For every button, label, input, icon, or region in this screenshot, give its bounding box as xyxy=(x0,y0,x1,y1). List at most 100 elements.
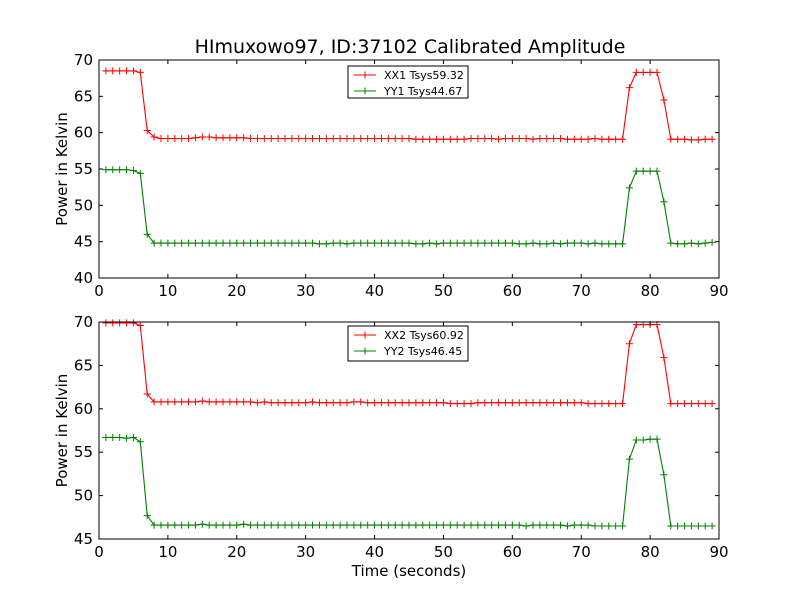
data-point-0-0 xyxy=(164,134,172,142)
data-point-0-1 xyxy=(605,240,613,248)
data-point-0-1 xyxy=(681,240,689,248)
y-tick-label: 60 xyxy=(74,124,93,142)
data-point-0-0 xyxy=(198,133,206,141)
data-point-0-0 xyxy=(240,134,248,142)
data-point-1-1 xyxy=(164,521,172,529)
data-point-1-0 xyxy=(433,399,441,407)
data-point-1-0 xyxy=(543,399,551,407)
data-point-0-0 xyxy=(694,136,702,144)
data-point-1-0 xyxy=(371,399,379,407)
data-point-0-0 xyxy=(205,133,213,141)
data-point-0-1 xyxy=(329,239,337,247)
legend-entry: XX1 Tsys59.32 xyxy=(384,69,464,82)
data-point-0-0 xyxy=(515,134,523,142)
x-tick-label: 80 xyxy=(641,282,660,300)
y-tick-label: 40 xyxy=(74,269,93,287)
data-point-1-0 xyxy=(674,400,682,408)
data-point-1-1 xyxy=(453,521,461,529)
data-point-1-1 xyxy=(412,521,420,529)
data-point-0-1 xyxy=(625,184,633,192)
x-tick-label: 40 xyxy=(365,543,384,561)
data-point-0-1 xyxy=(171,239,179,247)
data-point-1-1 xyxy=(309,521,317,529)
data-point-1-0 xyxy=(123,319,131,327)
data-point-1-0 xyxy=(178,398,186,406)
data-point-0-1 xyxy=(377,239,385,247)
data-point-0-0 xyxy=(116,67,124,75)
legend-entry: YY2 Tsys46.45 xyxy=(383,345,462,358)
data-point-0-1 xyxy=(674,240,682,248)
data-point-0-0 xyxy=(563,135,571,143)
data-point-0-1 xyxy=(123,166,131,174)
x-tick-label: 20 xyxy=(227,543,246,561)
data-point-1-1 xyxy=(350,521,358,529)
data-point-1-1 xyxy=(247,521,255,529)
y-tick-label: 50 xyxy=(74,196,93,214)
legend-marker xyxy=(361,71,369,79)
x-tick-label: 60 xyxy=(503,282,522,300)
data-point-1-1 xyxy=(439,521,447,529)
data-point-1-1 xyxy=(467,521,475,529)
data-point-0-0 xyxy=(619,135,627,143)
data-point-1-1 xyxy=(191,521,199,529)
data-point-1-0 xyxy=(343,399,351,407)
data-point-1-1 xyxy=(274,521,282,529)
data-point-0-0 xyxy=(157,134,165,142)
data-point-1-1 xyxy=(488,521,496,529)
data-point-1-0 xyxy=(495,399,503,407)
data-point-0-1 xyxy=(508,239,516,247)
data-point-0-1 xyxy=(419,240,427,248)
data-point-0-1 xyxy=(302,239,310,247)
data-point-1-1 xyxy=(157,521,165,529)
data-point-1-1 xyxy=(584,521,592,529)
data-point-0-1 xyxy=(322,240,330,248)
data-point-1-1 xyxy=(557,521,565,529)
data-point-1-0 xyxy=(364,399,372,407)
data-point-1-1 xyxy=(625,455,633,463)
data-point-1-1 xyxy=(701,522,709,530)
data-point-0-0 xyxy=(191,134,199,142)
data-point-1-1 xyxy=(522,522,530,530)
data-point-1-0 xyxy=(405,399,413,407)
data-point-1-0 xyxy=(391,399,399,407)
x-tick-label: 70 xyxy=(572,282,591,300)
data-point-0-1 xyxy=(577,239,585,247)
data-point-1-0 xyxy=(116,319,124,327)
data-point-1-1 xyxy=(563,522,571,530)
data-point-1-1 xyxy=(612,522,620,530)
data-point-1-0 xyxy=(412,399,420,407)
data-point-0-1 xyxy=(233,239,241,247)
data-point-0-1 xyxy=(598,240,606,248)
data-point-0-0 xyxy=(681,135,689,143)
data-point-1-1 xyxy=(288,521,296,529)
data-point-0-0 xyxy=(612,135,620,143)
data-point-1-0 xyxy=(426,399,434,407)
data-point-0-1 xyxy=(295,239,303,247)
data-point-0-0 xyxy=(433,135,441,143)
x-tick-label: 50 xyxy=(434,282,453,300)
data-point-0-1 xyxy=(412,240,420,248)
data-point-1-0 xyxy=(667,400,675,408)
data-point-0-0 xyxy=(150,133,158,141)
data-point-0-0 xyxy=(309,134,317,142)
data-point-0-1 xyxy=(267,239,275,247)
data-point-0-0 xyxy=(364,134,372,142)
legend-entry: YY1 Tsys44.67 xyxy=(383,85,462,98)
data-point-0-0 xyxy=(384,134,392,142)
data-point-1-0 xyxy=(619,400,627,408)
data-point-1-1 xyxy=(240,520,248,528)
data-point-0-0 xyxy=(488,134,496,142)
data-point-1-1 xyxy=(550,521,558,529)
data-point-1-0 xyxy=(288,399,296,407)
data-point-0-0 xyxy=(295,134,303,142)
data-point-1-1 xyxy=(281,521,289,529)
data-point-1-1 xyxy=(171,521,179,529)
data-point-1-1 xyxy=(577,521,585,529)
data-point-0-0 xyxy=(226,134,234,142)
data-point-0-1 xyxy=(687,239,695,247)
data-point-0-1 xyxy=(439,239,447,247)
data-point-0-0 xyxy=(260,134,268,142)
data-point-1-0 xyxy=(701,400,709,408)
data-point-0-1 xyxy=(570,239,578,247)
